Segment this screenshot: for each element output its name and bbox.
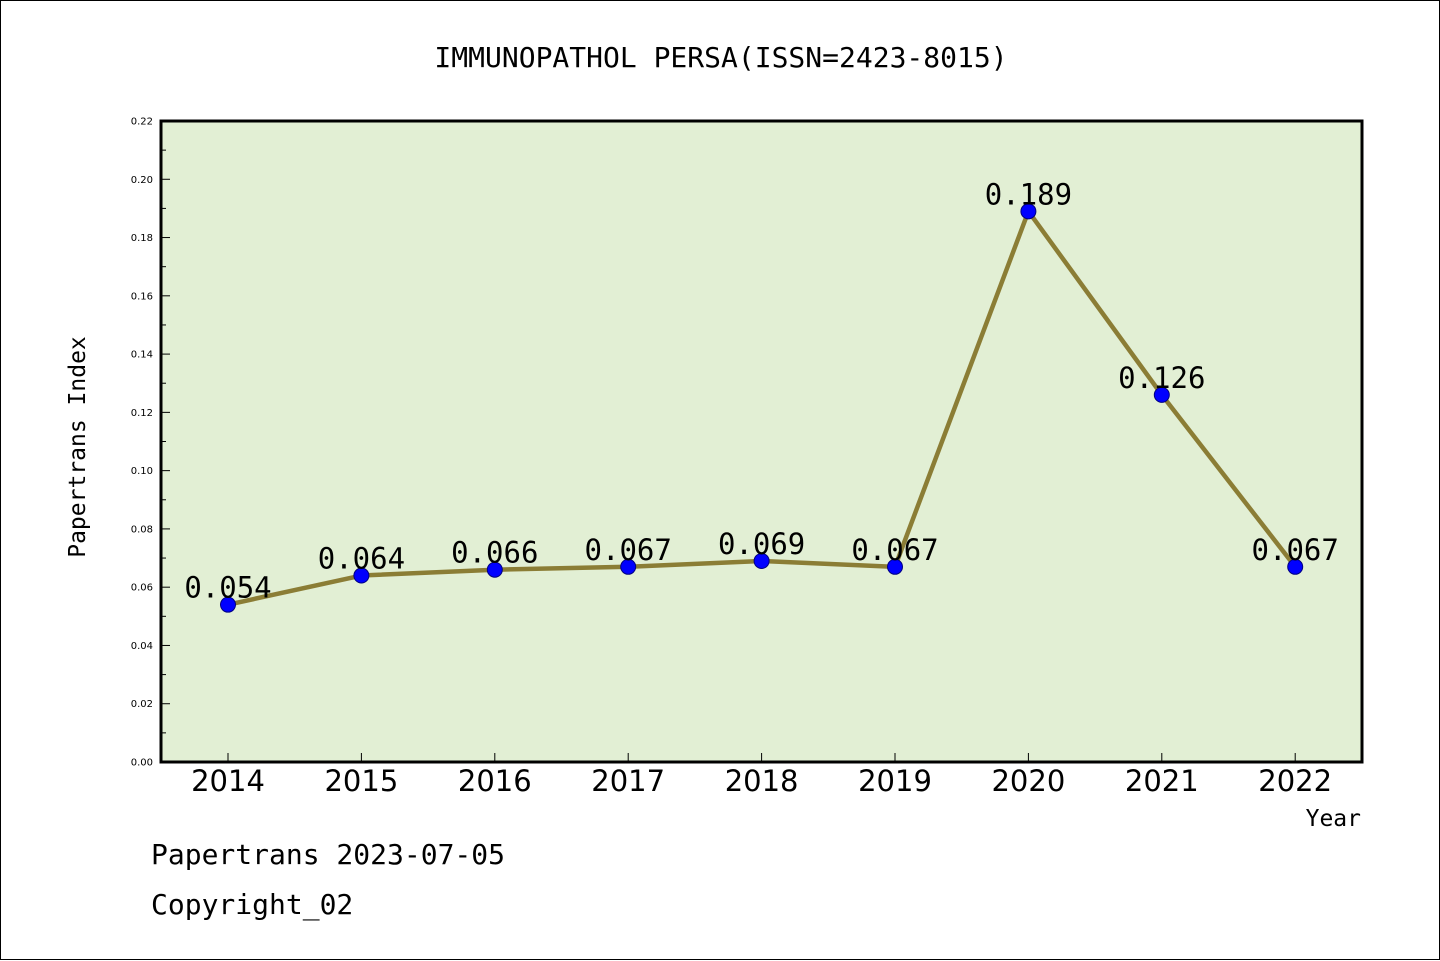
data-point <box>1153 386 1170 403</box>
data-point <box>220 596 236 613</box>
y-tick-label: 0.02 <box>131 699 153 710</box>
data-point <box>620 558 637 575</box>
data-labels-group: 0.054 0.064 0.066 0.067 0.069 0.067 0.189 0.126… <box>184 177 1339 604</box>
data-label: 0.064 <box>318 542 405 576</box>
data-point <box>887 558 903 575</box>
y-tick-label: 0.20 <box>131 175 153 186</box>
data-label: 0.067 <box>585 533 672 567</box>
x-tick-label: 2015 <box>324 764 398 798</box>
plot-area <box>159 119 1364 764</box>
data-point <box>1020 203 1037 220</box>
data-label: 0.126 <box>1118 361 1205 395</box>
y-tick-label: 0.12 <box>131 408 153 419</box>
data-label: 0.054 <box>184 571 271 605</box>
x-tick-label: 2018 <box>725 764 799 798</box>
y-tick-label: 0.04 <box>131 641 153 652</box>
chart-title: IMMUNOPATHOL PERSA(ISSN=2423-8015) <box>434 41 1007 74</box>
data-label: 0.067 <box>851 533 938 567</box>
x-tick-label: 2017 <box>591 764 665 798</box>
y-tick-label: 0.06 <box>131 583 153 594</box>
x-axis-ticks: 2014 2015 2016 2017 2018 2019 2020 2021 2022 <box>191 753 1332 798</box>
data-label: 0.066 <box>451 536 538 570</box>
data-point <box>1287 558 1304 575</box>
x-tick-label: 2020 <box>991 764 1065 798</box>
x-axis-label: Year <box>1306 806 1361 832</box>
x-tick-label: 2019 <box>858 764 932 798</box>
y-tick-label: 0.10 <box>131 466 153 477</box>
x-tick-label: 2014 <box>191 764 265 798</box>
footer-date: Papertrans 2023-07-05 <box>151 838 505 871</box>
y-tick-label: 0.08 <box>131 524 153 535</box>
data-label: 0.067 <box>1252 533 1339 567</box>
series-group <box>220 203 1304 613</box>
y-tick-label: 0.00 <box>131 758 153 769</box>
y-tick-label: 0.18 <box>131 233 153 244</box>
footer-copyright: Copyright_02 <box>151 888 353 922</box>
y-axis-ticks: 0.00 0.02 0.04 0.06 0.08 0.10 0.12 0.14 0.16 0.18… <box>131 117 170 769</box>
data-label: 0.069 <box>718 527 805 561</box>
y-tick-label: 0.14 <box>131 350 153 361</box>
data-label: 0.189 <box>985 177 1072 211</box>
x-tick-label: 2021 <box>1125 764 1199 798</box>
x-tick-label: 2016 <box>458 764 532 798</box>
y-axis-label: Papertrans Index <box>65 336 91 558</box>
data-point <box>353 567 370 584</box>
y-tick-label: 0.16 <box>131 291 153 302</box>
y-tick-label: 0.22 <box>131 117 153 128</box>
data-point <box>486 561 503 578</box>
x-tick-label: 2022 <box>1258 764 1332 798</box>
data-point <box>753 552 770 569</box>
